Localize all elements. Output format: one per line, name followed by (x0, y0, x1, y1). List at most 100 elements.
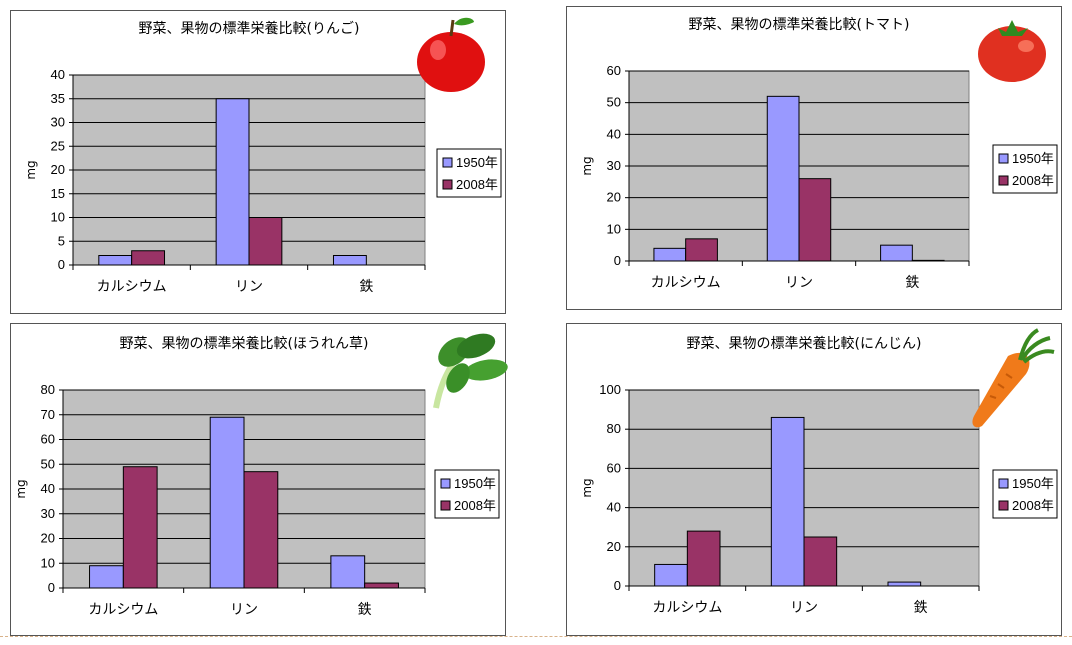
bar-1950-0 (89, 565, 124, 589)
carrot-icon (972, 328, 1055, 428)
legend-label-2008: 2008年 (1012, 173, 1054, 188)
y-tick-label: 30 (51, 115, 65, 130)
x-category-label: リン (785, 275, 813, 291)
chart-title: 野菜、果物の標準栄養比較(トマト) (689, 16, 910, 33)
y-tick-label: 40 (51, 67, 65, 82)
legend-label-1950: 1950年 (454, 476, 496, 491)
bar-1950-2 (332, 255, 367, 266)
y-axis-label: mg (14, 479, 28, 498)
y-tick-label: 20 (41, 531, 55, 546)
chart-title: 野菜、果物の標準栄養比較(にんじん) (687, 335, 922, 352)
y-tick-label: 40 (607, 126, 621, 141)
legend-label-2008: 2008年 (1012, 498, 1054, 513)
y-tick-label: 30 (41, 506, 55, 521)
chart-panel-tomato: 野菜、果物の標準栄養比較(トマト) 0 10 20 30 40 50 60 mg カルシウム リン 鉄… (566, 6, 1062, 310)
bar-1950-1 (766, 95, 800, 262)
tomato-icon (978, 20, 1046, 82)
y-axis-label: mg (580, 478, 594, 497)
bar-1950-0 (98, 255, 133, 266)
y-tick-label: 60 (41, 432, 55, 447)
chart-panel-spinach: 野菜、果物の標準栄養比較(ほうれん草) 0 10 20 30 40 50 60 70 80 mg カル… (10, 323, 506, 636)
legend-swatch-1950 (442, 157, 453, 168)
legend-label-2008: 2008年 (454, 498, 496, 513)
x-category-label: 鉄 (359, 279, 373, 295)
y-axis-label: mg (580, 156, 594, 175)
bar-2008-2 (364, 582, 399, 589)
bar-2008-0 (131, 250, 166, 266)
x-category-label: 鉄 (358, 602, 372, 618)
chart-panel-carrot: 野菜、果物の標準栄養比較(にんじん) 0 20 40 60 80 100 mg カルシウム リン 鉄… (566, 323, 1062, 636)
x-category-label: カルシウム (97, 279, 167, 295)
legend-swatch-1950 (998, 478, 1009, 489)
chart-spinach: 野菜、果物の標準栄養比較(ほうれん草) 0 10 20 30 40 50 60 70 80 mg カル… (14, 335, 500, 618)
y-tick-label: 0 (614, 253, 621, 268)
y-tick-label: 15 (51, 186, 65, 201)
bar-2008-2 (911, 259, 945, 262)
x-category-label: リン (790, 600, 818, 616)
chart-title: 野菜、果物の標準栄養比較(りんご) (139, 20, 360, 37)
chart-carrot: 野菜、果物の標準栄養比較(にんじん) 0 20 40 60 80 100 mg カルシウム リン 鉄… (580, 335, 1058, 616)
legend-swatch-1950 (440, 478, 451, 489)
spinach-icon (433, 333, 508, 409)
bottom-dashed-rule (0, 636, 1072, 637)
x-category-label: 鉄 (905, 275, 919, 291)
bar-2008-1 (243, 471, 279, 589)
y-tick-label: 0 (58, 257, 65, 272)
legend-box (992, 469, 1058, 519)
y-tick-label: 20 (51, 162, 65, 177)
legend-swatch-1950 (998, 153, 1009, 164)
apple-icon (417, 17, 485, 92)
y-tick-label: 10 (607, 221, 621, 236)
bar-2008-0 (686, 530, 721, 587)
x-category-label: カルシウム (652, 600, 722, 616)
y-tick-label: 0 (614, 578, 621, 593)
y-tick-label: 80 (41, 382, 55, 397)
x-category-label: カルシウム (88, 602, 158, 618)
y-tick-label: 50 (41, 456, 55, 471)
bar-1950-2 (330, 555, 366, 589)
y-tick-label: 25 (51, 138, 65, 153)
y-tick-label: 35 (51, 91, 65, 106)
chart-tomato: 野菜、果物の標準栄養比較(トマト) 0 10 20 30 40 50 60 mg カルシウム リン 鉄… (580, 16, 1058, 291)
y-tick-label: 40 (41, 481, 55, 496)
bar-2008-0 (122, 466, 158, 589)
x-category-label: カルシウム (651, 275, 721, 291)
y-axis-label: mg (24, 160, 38, 179)
bar-2008-1 (248, 217, 283, 266)
y-tick-label: 0 (48, 580, 55, 595)
x-category-label: リン (230, 602, 258, 618)
legend-label-1950: 1950年 (1012, 476, 1054, 491)
chart-apple: 野菜、果物の標準栄養比較(りんご) 0 5 10 15 20 25 30 35 40 mg カルシウム… (24, 20, 502, 295)
legend-swatch-2008 (998, 500, 1009, 511)
y-tick-label: 80 (607, 421, 621, 436)
bar-1950-0 (654, 563, 688, 587)
y-tick-label: 100 (599, 382, 621, 397)
bar-1950-0 (653, 247, 687, 262)
y-tick-label: 40 (607, 500, 621, 515)
legend-swatch-2008 (998, 175, 1009, 186)
y-tick-label: 60 (607, 63, 621, 78)
bar-2008-0 (685, 238, 718, 262)
legend-swatch-2008 (440, 500, 451, 511)
bar-1950-1 (215, 98, 250, 266)
bar-1950-1 (209, 416, 245, 589)
y-tick-label: 50 (607, 95, 621, 110)
bar-2008-1 (803, 536, 838, 587)
x-category-label: 鉄 (914, 600, 928, 616)
bar-2008-1 (798, 178, 832, 262)
y-tick-label: 70 (41, 407, 55, 422)
y-tick-label: 10 (51, 210, 65, 225)
chart-title: 野菜、果物の標準栄養比較(ほうれん草) (120, 335, 369, 352)
bar-1950-2 (887, 581, 922, 587)
bar-1950-1 (770, 416, 805, 587)
x-category-label: リン (235, 279, 263, 295)
y-tick-label: 20 (607, 190, 621, 205)
bar-1950-2 (880, 244, 913, 262)
y-tick-label: 60 (607, 460, 621, 475)
y-tick-label: 30 (607, 158, 621, 173)
y-tick-label: 10 (41, 555, 55, 570)
legend-label-1950: 1950年 (1012, 151, 1054, 166)
legend-swatch-2008 (442, 179, 453, 190)
legend-label-2008: 2008年 (456, 177, 498, 192)
y-tick-label: 5 (58, 233, 65, 248)
